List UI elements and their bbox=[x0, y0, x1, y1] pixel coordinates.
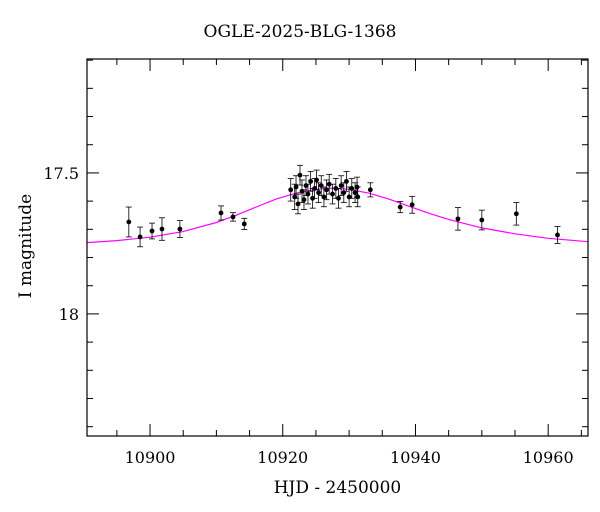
data-point bbox=[554, 226, 561, 244]
x-tick-label: 10920 bbox=[257, 448, 308, 467]
x-axis-label: HJD - 2450000 bbox=[273, 478, 402, 498]
data-point bbox=[241, 217, 248, 230]
data-point bbox=[287, 178, 294, 202]
plot-frame bbox=[86, 58, 589, 437]
x-tick-label: 10960 bbox=[523, 448, 574, 467]
data-points bbox=[125, 164, 561, 248]
data-point bbox=[158, 217, 165, 241]
data-point bbox=[335, 188, 342, 209]
data-point bbox=[343, 171, 350, 192]
x-tick-label: 10900 bbox=[125, 448, 176, 467]
data-point bbox=[320, 186, 327, 208]
data-point bbox=[354, 186, 361, 208]
data-point bbox=[149, 222, 156, 240]
data-point bbox=[125, 206, 132, 238]
model-line bbox=[86, 187, 589, 244]
data-point bbox=[513, 202, 520, 226]
data-point bbox=[367, 182, 374, 198]
data-point bbox=[304, 183, 311, 205]
model-curve bbox=[86, 187, 589, 244]
chart-title: OGLE-2025-BLG-1368 bbox=[203, 22, 397, 42]
axis-ticks: 10900 10920 10940 10960 17.5 18 bbox=[43, 59, 588, 467]
data-point bbox=[176, 220, 183, 238]
data-point bbox=[338, 175, 345, 196]
data-point bbox=[478, 209, 485, 231]
y-tick-label: 18 bbox=[59, 305, 79, 324]
data-point bbox=[307, 171, 314, 192]
data-point bbox=[454, 207, 461, 231]
data-point bbox=[409, 195, 416, 214]
x-tick-label: 10940 bbox=[390, 448, 441, 467]
data-point bbox=[397, 200, 404, 214]
data-point bbox=[329, 183, 336, 205]
data-point bbox=[229, 212, 236, 222]
data-point bbox=[297, 164, 304, 186]
data-point bbox=[315, 182, 322, 203]
data-point bbox=[137, 226, 144, 248]
data-point bbox=[348, 178, 355, 199]
data-point bbox=[218, 205, 225, 221]
data-point bbox=[323, 179, 330, 201]
y-tick-label: 17.5 bbox=[43, 164, 79, 183]
